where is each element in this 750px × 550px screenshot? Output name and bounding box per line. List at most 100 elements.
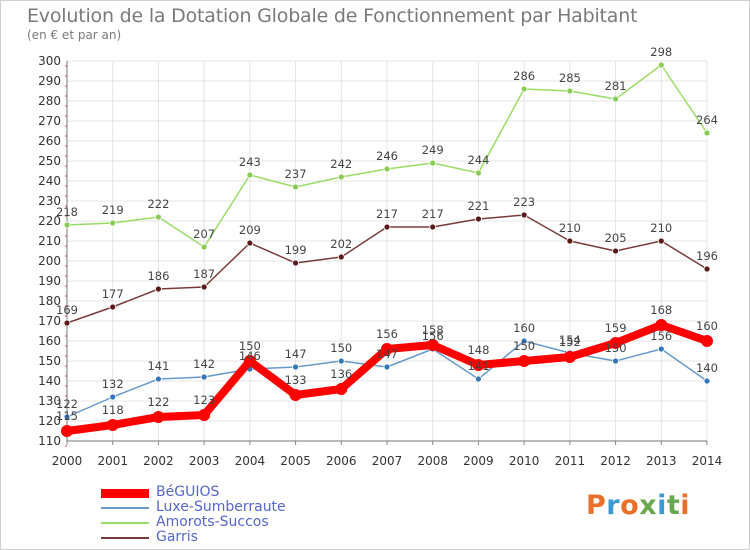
data-label-beguios: 150 xyxy=(513,339,535,353)
legend-swatch xyxy=(101,507,149,509)
data-point-garris xyxy=(109,303,117,311)
data-label-amorots-succos: 244 xyxy=(467,153,489,167)
data-point-luxe-sumberraute xyxy=(475,375,482,383)
data-label-beguios: 150 xyxy=(239,339,261,353)
legend-label: Garris xyxy=(156,529,198,545)
x-tick-label: 2008 xyxy=(417,454,448,468)
data-point-beguios xyxy=(243,355,256,367)
legend-label: Amorots-Succos xyxy=(156,514,269,530)
data-point-luxe-sumberraute xyxy=(612,357,619,365)
data-label-amorots-succos: 298 xyxy=(650,45,672,59)
data-label-amorots-succos: 246 xyxy=(376,149,398,163)
data-label-beguios: 123 xyxy=(193,393,215,407)
data-label-garris: 199 xyxy=(285,243,307,257)
logo-letter: r xyxy=(606,490,621,521)
data-label-luxe-sumberraute: 141 xyxy=(467,359,489,373)
data-label-garris: 202 xyxy=(330,237,352,251)
data-point-amorots-succos xyxy=(292,183,299,191)
y-tick-label: 190 xyxy=(38,274,61,288)
data-point-garris xyxy=(657,237,665,245)
data-point-beguios xyxy=(152,411,165,423)
data-point-garris xyxy=(429,223,437,231)
x-tick-label: 2011 xyxy=(555,454,586,468)
data-label-luxe-sumberraute: 147 xyxy=(285,347,307,361)
data-label-beguios: 152 xyxy=(559,335,581,349)
x-tick-label: 2010 xyxy=(509,454,540,468)
y-tick-label: 290 xyxy=(38,74,61,88)
data-point-beguios xyxy=(61,425,73,437)
data-point-beguios xyxy=(381,343,393,355)
data-label-luxe-sumberraute: 160 xyxy=(513,321,535,335)
data-point-luxe-sumberraute xyxy=(292,363,299,371)
data-label-garris: 210 xyxy=(650,221,672,235)
data-label-beguios: 133 xyxy=(285,373,307,387)
data-point-garris xyxy=(337,253,345,261)
data-point-garris xyxy=(475,215,482,223)
data-label-beguios: 115 xyxy=(56,409,78,423)
logo-letter: i xyxy=(657,490,667,521)
y-tick-label: 140 xyxy=(38,374,61,388)
y-tick-label: 260 xyxy=(38,134,61,148)
data-labels: 218 219 222 207 243 237 242 246 249 244 286 285 281 2… xyxy=(56,45,718,423)
data-point-garris xyxy=(155,285,162,293)
data-label-garris: 217 xyxy=(422,207,444,221)
data-point-luxe-sumberraute xyxy=(520,337,528,345)
y-tick-label: 210 xyxy=(38,234,61,248)
data-point-beguios xyxy=(198,409,211,421)
data-label-garris: 169 xyxy=(56,303,78,317)
data-label-luxe-sumberraute: 150 xyxy=(605,341,627,355)
logo-letter: i xyxy=(680,490,691,521)
data-label-luxe-sumberraute: 122 xyxy=(56,397,78,411)
data-label-luxe-sumberraute: 132 xyxy=(102,377,124,391)
data-point-luxe-sumberraute xyxy=(155,375,162,383)
legend-swatch xyxy=(101,522,149,524)
data-label-amorots-succos: 264 xyxy=(696,113,718,127)
data-label-luxe-sumberraute: 140 xyxy=(696,361,718,375)
data-point-garris xyxy=(200,283,208,291)
logo-letter: P xyxy=(586,490,607,521)
y-tick-label: 200 xyxy=(38,254,61,268)
data-label-luxe-sumberraute: 154 xyxy=(559,333,581,347)
data-label-amorots-succos: 285 xyxy=(559,71,581,85)
data-label-beguios: 168 xyxy=(650,303,672,317)
data-label-garris: 177 xyxy=(102,287,124,301)
axes: 1101201301401501601701801902002102202302… xyxy=(38,54,722,468)
data-label-garris: 210 xyxy=(559,221,581,235)
y-tick-label: 270 xyxy=(38,114,61,128)
data-point-amorots-succos xyxy=(475,169,482,177)
chart-title: Evolution de la Dotation Globale de Fonc… xyxy=(27,5,638,27)
x-tick-label: 2001 xyxy=(97,454,128,468)
data-label-amorots-succos: 243 xyxy=(239,155,261,169)
data-point-amorots-succos xyxy=(657,61,665,69)
data-point-beguios xyxy=(289,389,302,401)
y-tick-label: 230 xyxy=(38,194,61,208)
data-point-garris xyxy=(520,211,528,219)
data-point-luxe-sumberraute xyxy=(383,363,391,371)
data-label-luxe-sumberraute: 146 xyxy=(239,349,261,363)
y-tick-label: 300 xyxy=(38,54,61,68)
logo-letter: x xyxy=(639,490,658,521)
data-label-amorots-succos: 207 xyxy=(193,227,215,241)
x-tick-label: 2000 xyxy=(52,454,83,468)
data-point-amorots-succos xyxy=(155,213,162,221)
data-point-beguios xyxy=(701,335,713,347)
data-point-beguios xyxy=(426,339,439,351)
data-label-luxe-sumberraute: 141 xyxy=(147,359,169,373)
data-label-beguios: 158 xyxy=(422,323,444,337)
data-label-amorots-succos: 218 xyxy=(56,205,78,219)
data-point-beguios xyxy=(518,355,531,367)
y-tick-label: 150 xyxy=(38,354,61,368)
data-point-amorots-succos xyxy=(703,129,711,137)
data-point-garris xyxy=(566,237,574,245)
series-layer xyxy=(61,61,713,437)
data-label-beguios: 160 xyxy=(696,319,718,333)
data-label-amorots-succos: 222 xyxy=(147,197,169,211)
data-point-amorots-succos xyxy=(383,165,391,173)
data-point-amorots-succos xyxy=(63,221,71,229)
gridlines xyxy=(66,60,708,442)
data-label-garris: 223 xyxy=(513,195,535,209)
data-label-garris: 209 xyxy=(239,223,261,237)
data-label-garris: 187 xyxy=(193,267,215,281)
data-point-beguios xyxy=(655,319,668,331)
